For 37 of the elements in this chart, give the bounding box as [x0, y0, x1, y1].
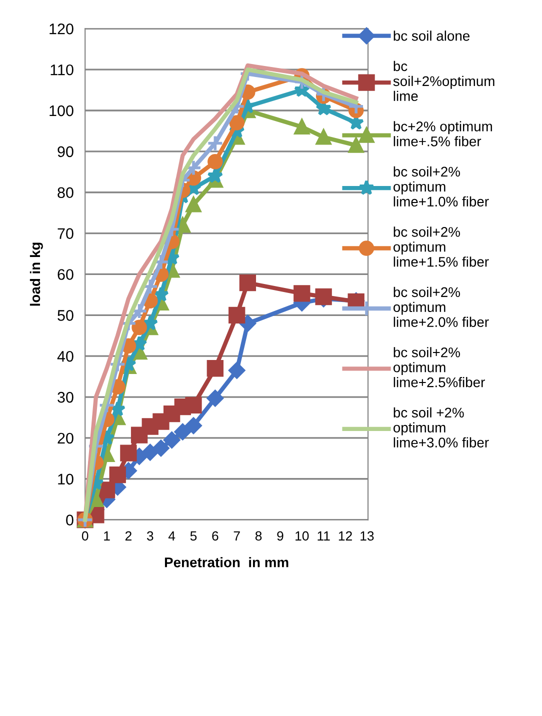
- y-tick-label: 80: [58, 187, 74, 198]
- y-tick-label: 50: [58, 310, 74, 321]
- x-tick-label: 1: [104, 531, 110, 540]
- x-tick-label: 6: [212, 531, 218, 541]
- x-tick-label: 11: [318, 531, 330, 540]
- legend-label: bc soil+2% optimum lime+2.0% fiber: [394, 286, 489, 327]
- x-tick-label: 4: [168, 531, 176, 540]
- x-tick-label: 3: [146, 531, 154, 541]
- y-tick-label: 0: [66, 514, 74, 526]
- y-tick-label: 20: [58, 432, 74, 444]
- y-tick-label: 100: [50, 105, 74, 116]
- x-tick-label: 9: [277, 531, 284, 541]
- legend-label: bc soil +2% optimum lime+3.0% fiber: [394, 407, 489, 448]
- x-tick-label: 5: [190, 531, 197, 541]
- legend-label: bc soil+2%optimum lime: [393, 60, 494, 102]
- legend-label: bc soil+2% optimum lime+2.5%fiber: [394, 347, 485, 388]
- y-tick-label: 10: [58, 474, 74, 485]
- y-axis-title: load in kg: [30, 242, 43, 306]
- y-tick-label: 110: [50, 64, 74, 76]
- x-tick-label: 2: [125, 531, 132, 540]
- y-tick-label: 120: [50, 24, 74, 34]
- x-tick-label: 8: [255, 531, 262, 541]
- x-tick-label: 12: [338, 531, 352, 540]
- y-tick-label: 30: [58, 392, 74, 403]
- legend-label: bc+2% optimum lime+.5% fiber: [394, 121, 492, 146]
- legend-label: bc soil alone: [394, 30, 470, 41]
- y-tick-label: 70: [58, 228, 74, 239]
- x-tick-label: 13: [360, 531, 374, 541]
- y-tick-label: 60: [58, 269, 74, 280]
- x-axis-title: Penetration in mm: [164, 557, 288, 568]
- y-tick-label: 90: [58, 146, 74, 158]
- y-tick-label: 40: [57, 350, 74, 362]
- x-tick-label: 10: [296, 531, 309, 541]
- x-tick-label: 7: [234, 531, 240, 540]
- legend-label: bc soil+2% optimum lime+1.5% fiber: [394, 226, 489, 267]
- x-tick-label: 0: [82, 531, 88, 541]
- legend-label: bc soil+2% optimum lime+1.0% fiber: [394, 166, 489, 207]
